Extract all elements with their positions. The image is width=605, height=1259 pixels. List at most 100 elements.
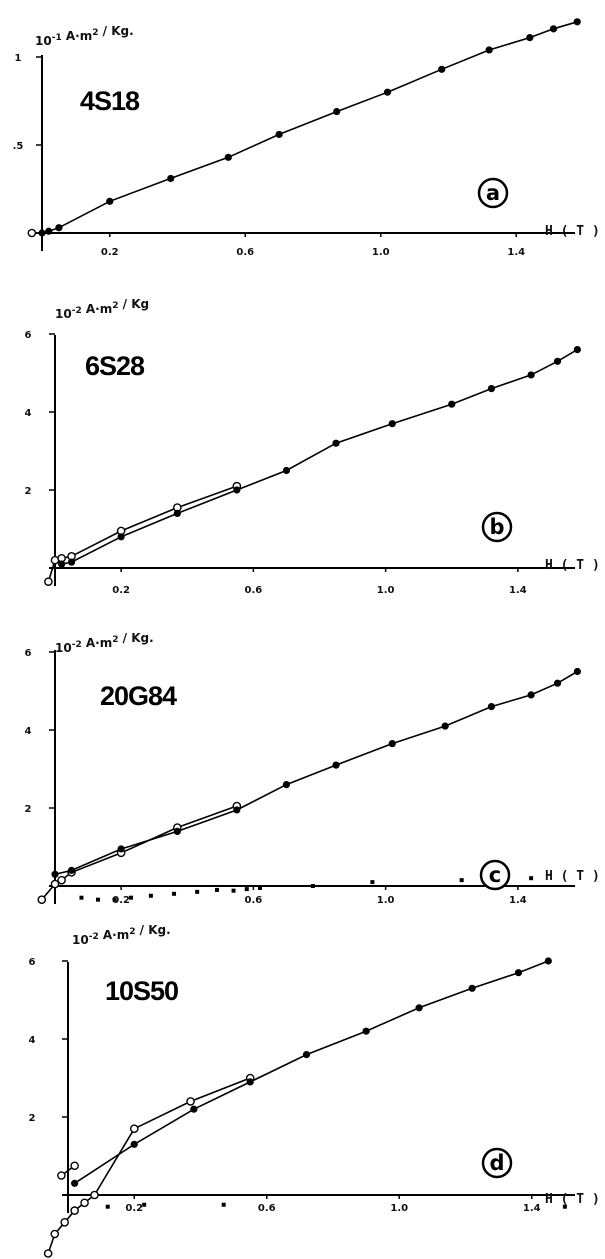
- data-point-filled: [527, 371, 535, 379]
- data-point-square: [370, 880, 375, 885]
- data-point-filled: [190, 1105, 198, 1113]
- data-point-filled: [282, 781, 291, 789]
- x-tick-label: 1.4: [509, 895, 527, 906]
- sample-label: 6S28: [85, 351, 145, 381]
- panel-letter-circle: [479, 859, 511, 891]
- panel-letter: c: [489, 863, 501, 887]
- x-tick-label: 1.0: [377, 895, 395, 906]
- panel-a: .5 1 0.2 0.6 1.0 1.4 10-1 A·m2 / Kg. 4S18 H ( T …: [13, 18, 600, 258]
- data-point-filled: [383, 88, 392, 96]
- data-point-open: [60, 1218, 69, 1227]
- data-point-filled: [527, 691, 535, 699]
- data-point-filled: [553, 679, 562, 687]
- panel-letter: a: [486, 181, 500, 205]
- sample-label: 4S18: [80, 86, 140, 116]
- data-point-filled: [441, 722, 449, 730]
- x-axis-label: H ( T ): [545, 224, 600, 239]
- series-line: [74, 960, 549, 1184]
- y-tick-label: 1: [15, 53, 22, 64]
- y-tick-label: 4: [25, 726, 32, 737]
- data-point-filled: [233, 806, 241, 814]
- sample-label: 10S50: [105, 976, 178, 1006]
- y-unit-label: 10-2 A·m2 / Kg.: [72, 923, 171, 947]
- data-point-filled: [573, 18, 581, 26]
- data-point-square: [95, 897, 100, 902]
- data-point-filled: [388, 420, 396, 428]
- y-unit-label: 10-1 A·m2 / Kg.: [35, 24, 134, 48]
- x-tick-label: 1.4: [523, 1203, 541, 1214]
- data-point-filled: [246, 1078, 254, 1086]
- data-point-open: [129, 1124, 139, 1133]
- data-point-filled: [333, 107, 341, 116]
- data-point-square: [215, 887, 220, 892]
- data-point-square: [529, 876, 534, 881]
- data-point-filled: [55, 224, 63, 232]
- x-tick-label: 0.2: [125, 1203, 143, 1214]
- data-point-open: [50, 1229, 60, 1239]
- x-tick-label: 0.6: [236, 247, 254, 258]
- panel-letter-circle: [477, 177, 509, 209]
- x-tick-label: 1.0: [372, 247, 390, 258]
- x-tick-label: 0.2: [101, 247, 119, 258]
- data-point-filled: [117, 533, 125, 541]
- panel-letter: d: [489, 1151, 504, 1175]
- data-point-filled: [58, 560, 66, 568]
- data-point-filled: [573, 346, 581, 354]
- data-point-filled: [117, 845, 125, 853]
- panel-d: 2 4 6 0.2 0.6 1.0 1.4 10-2 A·m2 / Kg. 10S50 H ( T…: [29, 923, 600, 1258]
- data-point-filled: [415, 1004, 423, 1012]
- y-tick-label: 2: [25, 804, 32, 815]
- data-point-filled: [362, 1027, 370, 1035]
- y-tick-label: 4: [25, 408, 32, 419]
- data-point-filled: [67, 866, 76, 875]
- x-tick-label: 0.6: [245, 585, 263, 596]
- data-point-filled: [468, 984, 476, 992]
- data-point-square: [79, 895, 84, 900]
- data-point-filled: [526, 34, 534, 42]
- x-tick-label: 1.0: [390, 1203, 408, 1214]
- data-point-square: [459, 878, 464, 883]
- data-point-square: [195, 889, 200, 894]
- y-tick-label: 2: [25, 486, 32, 497]
- data-point-open: [90, 1190, 99, 1200]
- x-tick-label: 0.6: [258, 1203, 276, 1214]
- data-point-open: [57, 1171, 66, 1180]
- data-point-filled: [485, 46, 493, 54]
- data-point-filled: [167, 174, 175, 183]
- y-tick-label: 6: [29, 957, 36, 968]
- data-point-square: [310, 884, 315, 888]
- x-tick-label: 0.6: [245, 895, 263, 906]
- panel-letter-circle: [481, 511, 513, 543]
- data-point-square: [562, 1204, 567, 1209]
- series-line: [41, 21, 578, 234]
- data-point-filled: [282, 466, 291, 475]
- data-point-filled: [71, 1179, 79, 1187]
- data-point-filled: [553, 357, 562, 365]
- data-point-open: [57, 875, 66, 885]
- x-tick-label: 0.2: [112, 895, 130, 906]
- data-point-filled: [514, 969, 523, 977]
- data-point-filled: [302, 1051, 311, 1059]
- y-tick-label: .5: [13, 141, 24, 152]
- data-point-square: [112, 897, 117, 902]
- x-tick-label: 1.0: [377, 585, 395, 596]
- y-tick-label: 4: [29, 1035, 36, 1046]
- data-point-square: [142, 1202, 147, 1207]
- y-tick-label: 6: [25, 330, 32, 341]
- data-point-square: [257, 885, 262, 890]
- data-point-filled: [388, 740, 396, 748]
- data-point-square: [148, 893, 153, 898]
- data-point-filled: [38, 229, 46, 237]
- data-point-open: [186, 1097, 195, 1106]
- data-point-open: [70, 1161, 79, 1171]
- x-axis-label: H ( T ): [545, 1192, 600, 1207]
- panel-letter-circle: [481, 1147, 513, 1179]
- data-point-filled: [544, 957, 552, 965]
- panel-b: 2 4 6 0.2 0.6 1.0 1.4 10-2 A·m2 / Kg 6S28 H ( T )…: [25, 297, 600, 596]
- data-point-filled: [224, 153, 232, 161]
- data-point-square: [129, 895, 134, 900]
- data-point-filled: [130, 1140, 138, 1148]
- data-point-open: [80, 1198, 89, 1208]
- y-tick-label: 6: [25, 648, 32, 659]
